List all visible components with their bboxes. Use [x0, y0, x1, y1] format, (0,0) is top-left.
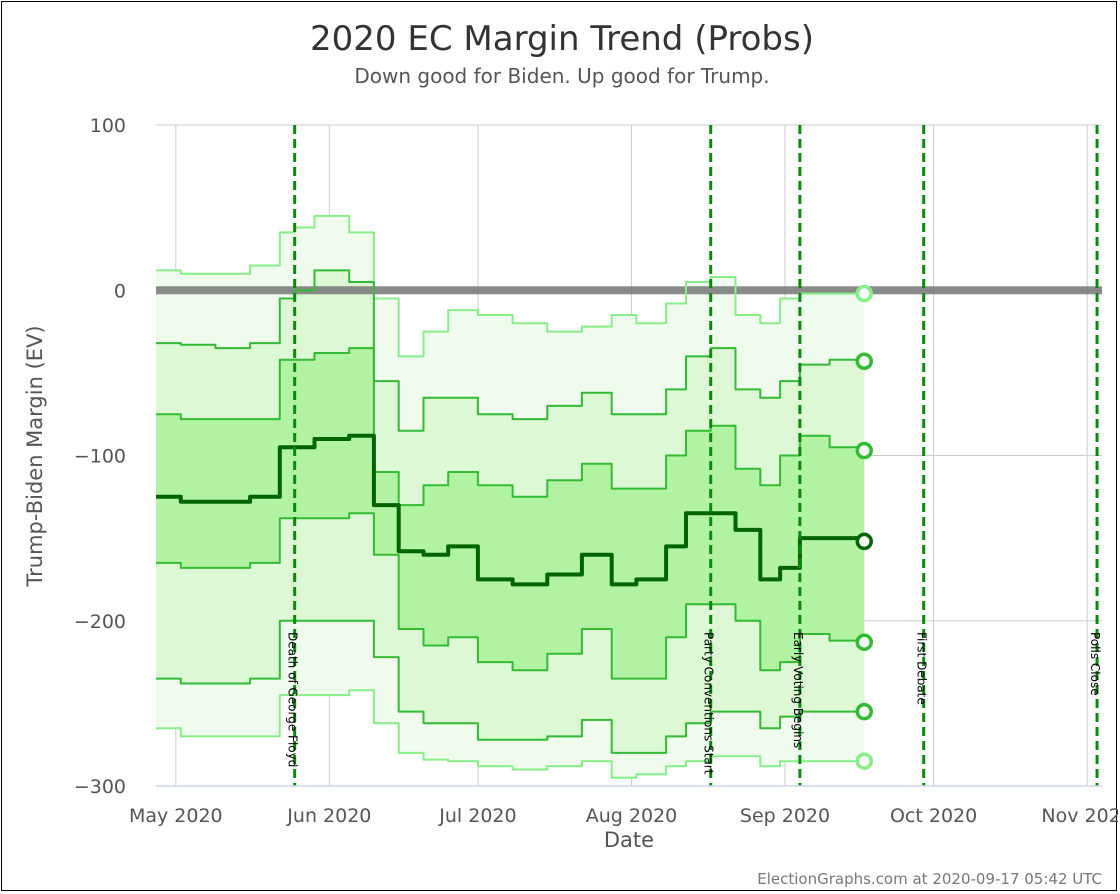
endpoint-marker [855, 284, 874, 303]
series-line-upper-middle [156, 269, 866, 432]
endpoint-marker [855, 352, 874, 371]
event-label: First Debate [915, 632, 929, 705]
x-tick-label: May 2020 [129, 805, 223, 827]
series-line-lower-middle [156, 619, 865, 754]
event-label: Polls Close [1088, 632, 1102, 696]
x-axis-title: Date [604, 828, 654, 852]
x-tick-label: Oct 2020 [890, 805, 977, 827]
endpoint-marker [855, 702, 874, 721]
y-axis-title: Trump-Biden Margin (EV) [23, 325, 47, 587]
x-tick-label: Jun 2020 [286, 805, 371, 827]
endpoint-marker [855, 752, 874, 770]
series-line-lower-outer [156, 689, 865, 779]
series-line-upper-inner [156, 347, 866, 507]
credit-text[interactable]: ElectionGraphs.com at 2020-09-17 05:42 U… [757, 870, 1102, 888]
event-label: Death of George Floyd [286, 632, 300, 767]
y-tick-label: 100 [90, 115, 126, 137]
event-label: Early Voting Begins [791, 632, 805, 748]
chart-subtitle: Down good for Biden. Up good for Trump. [354, 64, 769, 88]
x-tick-label: Jul 2020 [438, 805, 516, 827]
endpoint-marker [855, 441, 874, 460]
endpoint-marker [855, 633, 874, 651]
event-label: Party Conventions Start [702, 632, 716, 775]
x-tick-label: Nov 2020 [1041, 805, 1118, 827]
y-tick-label: 0 [114, 280, 126, 302]
y-tick-label: −100 [74, 446, 126, 468]
y-tick-label: −200 [74, 611, 126, 633]
series-line-lower-inner [156, 512, 866, 680]
x-tick-label: Aug 2020 [586, 805, 678, 827]
y-tick-label: −300 [74, 776, 126, 798]
chart-title: 2020 EC Margin Trend (Probs) [310, 19, 814, 59]
x-tick-label: Sep 2020 [740, 805, 830, 827]
endpoint-marker [855, 532, 874, 551]
